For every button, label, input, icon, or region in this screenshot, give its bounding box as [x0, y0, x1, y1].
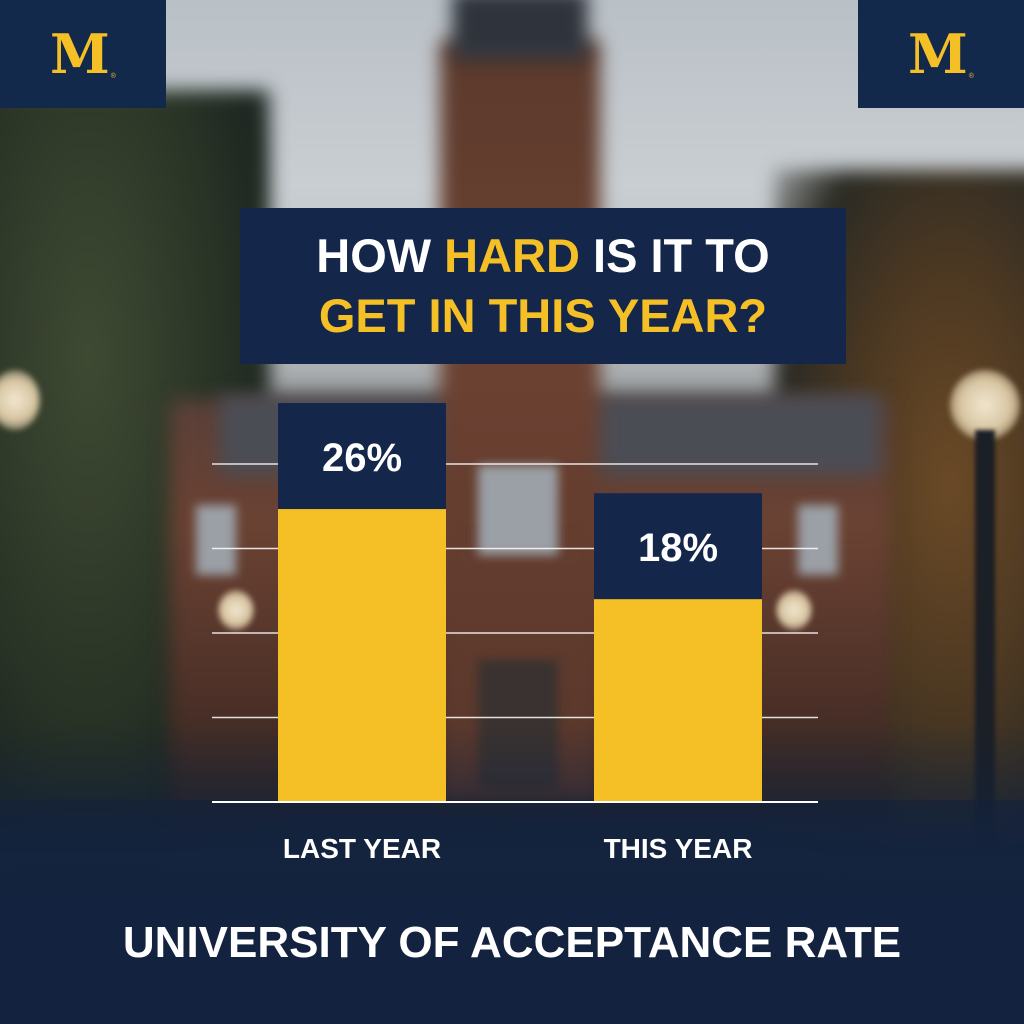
bar-label-cap	[278, 403, 446, 510]
headline-highlight: HARD	[444, 229, 580, 282]
category-label: THIS YEAR	[604, 833, 753, 864]
registered-mark: ®	[968, 73, 974, 80]
bar	[278, 509, 446, 802]
registered-mark: ®	[110, 73, 116, 80]
university-logo-right: M ®	[858, 0, 1024, 108]
bar	[594, 599, 762, 802]
headline-line-1: HOW HARD IS IT TO	[316, 226, 769, 286]
logo-letter: M	[50, 22, 110, 86]
headline-line-2: GET IN THIS YEAR?	[319, 286, 767, 346]
bar-label-cap	[594, 493, 762, 600]
university-logo-left: M ®	[0, 0, 166, 108]
category-label: LAST YEAR	[283, 833, 441, 864]
headline-highlight: GET IN THIS YEAR?	[318, 289, 768, 342]
data-label: 26%	[322, 436, 402, 480]
headline-box: HOW HARD IS IT TO GET IN THIS YEAR?	[240, 208, 846, 364]
headline-segment: IS IT TO	[579, 229, 770, 282]
headline-segment: HOW	[316, 229, 445, 282]
logo-letter: M	[908, 22, 968, 86]
data-label: 18%	[638, 526, 718, 570]
footer-caption: UNIVERSITY OF ACCEPTANCE RATE	[122, 918, 902, 967]
